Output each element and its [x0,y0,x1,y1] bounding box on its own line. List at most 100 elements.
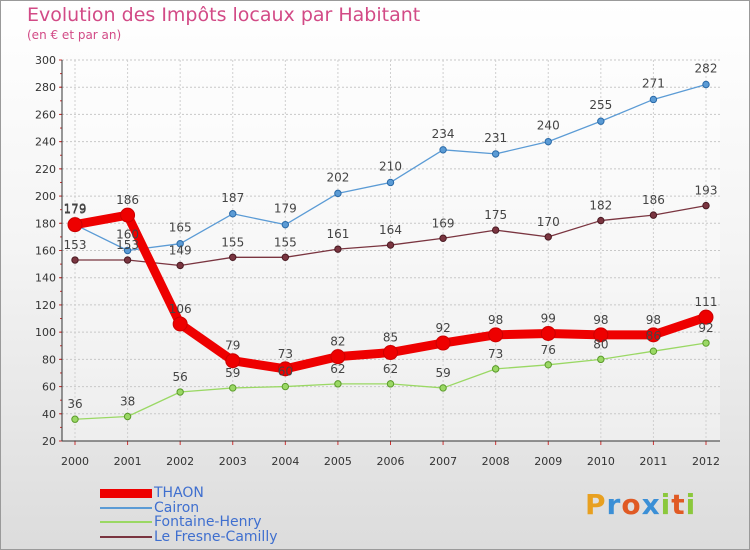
data-label-le-fresne-camilly: 169 [432,216,455,230]
x-tick-label: 2002 [166,455,194,468]
data-label-thaon: 186 [116,193,139,207]
data-label-fontaine-henry: 56 [173,370,188,384]
point-le-fresne-camilly [702,201,710,210]
point-fontaine-henry [229,384,237,392]
data-label-fontaine-henry: 59 [225,366,240,380]
y-tick-label: 100 [35,326,56,339]
data-label-thaon: 82 [330,335,345,349]
data-label-cairon: 240 [537,119,560,133]
point-le-fresne-camilly [597,216,605,225]
x-tick-label: 2012 [692,455,720,468]
logo-letter: i [685,488,697,521]
data-label-thaon: 111 [695,295,718,309]
point-le-fresne-camilly [281,253,290,262]
logo-letter: P [585,488,607,521]
x-tick-label: 2003 [219,455,247,468]
data-label-fontaine-henry: 76 [541,343,556,357]
x-tick-label: 2011 [639,455,667,468]
data-label-cairon: 179 [64,202,87,216]
y-tick-label: 240 [35,136,56,149]
data-label-le-fresne-camilly: 149 [169,243,192,257]
x-tick-label: 2010 [587,455,615,468]
data-label-fontaine-henry: 36 [67,397,82,411]
point-cairon [439,146,447,154]
point-le-fresne-camilly [544,233,552,241]
data-label-thaon: 98 [488,313,503,327]
point-fontaine-henry [597,355,605,364]
point-cairon [334,189,342,198]
point-cairon [176,239,184,248]
y-tick-label: 260 [35,108,56,121]
x-tick-label: 2005 [324,455,352,468]
point-thaon [225,353,241,369]
point-le-fresne-camilly [439,234,447,242]
point-cairon [281,220,290,229]
point-cairon [702,80,710,89]
point-thaon [67,217,83,233]
point-fontaine-henry [281,382,290,391]
data-label-thaon: 79 [225,339,240,353]
data-label-fontaine-henry: 38 [120,395,135,409]
point-cairon [491,150,500,158]
data-label-cairon: 271 [642,76,665,90]
logo-letter: t [671,488,686,521]
point-le-fresne-camilly [229,253,237,262]
data-label-cairon: 282 [695,61,718,75]
legend-swatch-thaon [100,488,152,498]
point-cairon [649,95,658,104]
y-tick-label: 40 [42,408,56,421]
data-label-thaon: 106 [169,302,192,316]
point-le-fresne-camilly [176,261,184,270]
point-le-fresne-camilly [649,211,658,219]
chart-subtitle: (en € et par an) [27,28,122,42]
data-label-cairon: 255 [589,98,612,112]
y-tick-label: 300 [35,54,56,67]
point-le-fresne-camilly [386,241,395,249]
y-tick-label: 140 [35,272,56,285]
data-label-cairon: 210 [379,159,402,173]
data-label-cairon: 234 [432,127,455,141]
point-fontaine-henry [702,339,710,347]
logo-letter: i [660,488,672,521]
point-cairon [229,210,237,218]
x-tick-label: 2000 [61,455,89,468]
y-tick-label: 200 [35,190,56,203]
point-cairon [544,137,552,146]
data-label-le-fresne-camilly: 186 [642,193,665,207]
point-thaon [645,327,661,343]
data-label-fontaine-henry: 80 [593,337,608,351]
data-label-le-fresne-camilly: 155 [221,235,244,249]
legend-label-fontaine-henry: Fontaine-Henry [154,514,262,530]
data-label-le-fresne-camilly: 182 [589,199,612,213]
point-thaon [540,326,556,342]
point-fontaine-henry [491,365,500,373]
y-tick-label: 160 [35,245,56,258]
x-tick-label: 2004 [271,455,299,468]
point-cairon [123,246,132,255]
data-label-le-fresne-camilly: 193 [695,184,718,198]
point-thaon [698,309,714,325]
y-tick-label: 280 [35,81,56,94]
data-label-cairon: 231 [484,131,507,145]
logo-letter: o [621,488,642,521]
point-le-fresne-camilly [71,256,79,264]
legend-swatch-cairon [100,506,152,509]
y-tick-label: 120 [35,299,56,312]
proxiti-logo: Proxiti [585,488,696,521]
data-label-cairon: 165 [169,221,192,235]
data-label-thaon: 99 [541,312,556,326]
point-fontaine-henry [123,412,132,421]
x-tick-label: 2007 [429,455,457,468]
point-cairon [386,178,395,187]
data-label-cairon: 160 [116,228,139,242]
data-label-le-fresne-camilly: 175 [484,208,507,222]
data-label-fontaine-henry: 59 [435,366,450,380]
x-tick-label: 2006 [377,455,405,468]
data-label-fontaine-henry: 62 [383,362,398,376]
data-label-le-fresne-camilly: 164 [379,223,402,237]
data-label-fontaine-henry: 62 [330,362,345,376]
data-label-le-fresne-camilly: 153 [64,238,87,252]
point-le-fresne-camilly [123,256,132,264]
